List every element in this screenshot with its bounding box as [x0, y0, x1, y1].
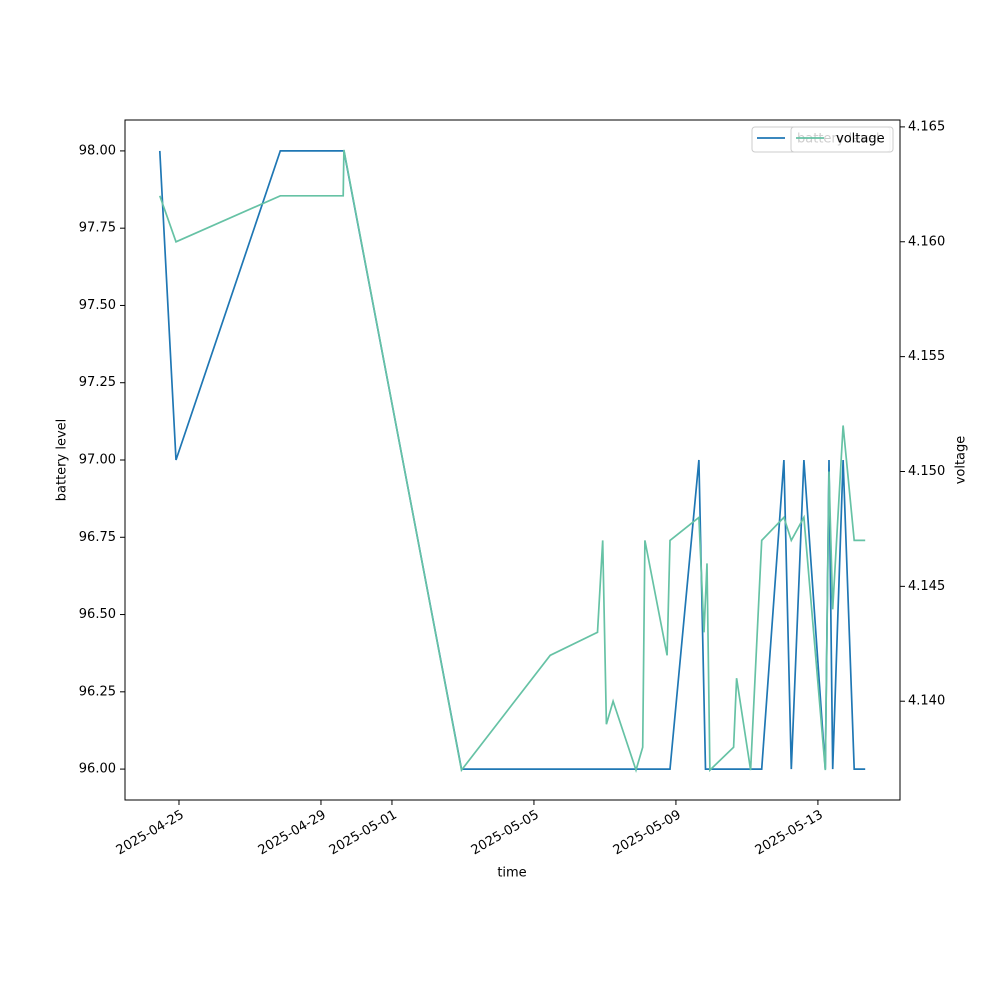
y-tick-label: 97.50 — [79, 298, 116, 313]
y-tick-label: 97.25 — [79, 375, 116, 390]
legend-label: voltage — [836, 132, 885, 147]
y2-tick-label: 4.155 — [908, 349, 945, 364]
x-tick-label: 2025-04-25 — [114, 808, 187, 859]
x-tick-label: 2025-04-29 — [256, 808, 329, 859]
y-tick-label: 96.75 — [79, 530, 116, 545]
y2-tick-label: 4.145 — [908, 579, 945, 594]
y2-tick-label: 4.165 — [908, 119, 945, 134]
y-tick-label: 96.50 — [79, 607, 116, 622]
series-line — [158, 149, 866, 773]
y-tick-label: 96.00 — [79, 762, 116, 777]
plot-frame — [124, 119, 901, 801]
legend-box — [790, 126, 894, 153]
x-axis-label: time — [497, 866, 526, 881]
y2-tick-label: 4.140 — [908, 694, 945, 709]
y-tick-label: 98.00 — [79, 143, 116, 158]
y-tick-label: 97.00 — [79, 453, 116, 468]
x-tick-label: 2025-05-05 — [469, 808, 542, 859]
y-tick-label: 97.75 — [79, 221, 116, 236]
series-line — [158, 150, 866, 770]
y2-axis-label: voltage — [954, 436, 969, 485]
y-axis-label: battery level — [55, 419, 70, 502]
y-tick-label: 96.25 — [79, 684, 116, 699]
y2-tick-label: 4.150 — [908, 464, 945, 479]
x-tick-label: 2025-05-09 — [611, 808, 684, 859]
x-tick-label: 2025-05-01 — [327, 808, 400, 859]
x-tick-label: 2025-05-13 — [753, 808, 826, 859]
y2-tick-label: 4.160 — [908, 234, 945, 249]
